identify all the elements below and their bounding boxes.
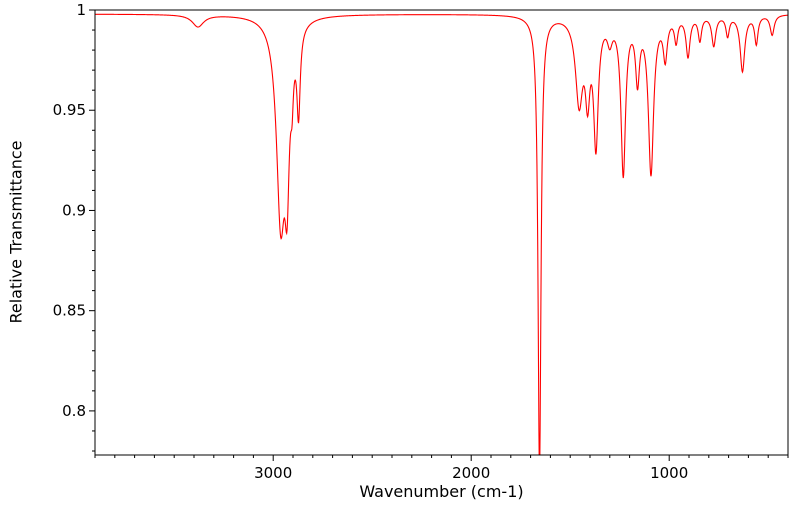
y-tick-label: 0.8 bbox=[62, 402, 86, 420]
plot-frame bbox=[94, 9, 789, 456]
x-axis-label: Wavenumber (cm-1) bbox=[359, 482, 524, 501]
y-tick-label: 0.9 bbox=[62, 201, 86, 219]
y-tick-label: 0.95 bbox=[53, 101, 86, 119]
y-tick-label: 0.85 bbox=[53, 302, 86, 320]
y-tick-label: 1 bbox=[76, 1, 86, 19]
x-tick-label: 2000 bbox=[452, 464, 490, 482]
spectrum-curve bbox=[95, 13, 788, 455]
x-tick-label: 1000 bbox=[650, 464, 688, 482]
x-tick-label: 3000 bbox=[254, 464, 292, 482]
y-axis-label: Relative Transmittance bbox=[6, 140, 26, 324]
